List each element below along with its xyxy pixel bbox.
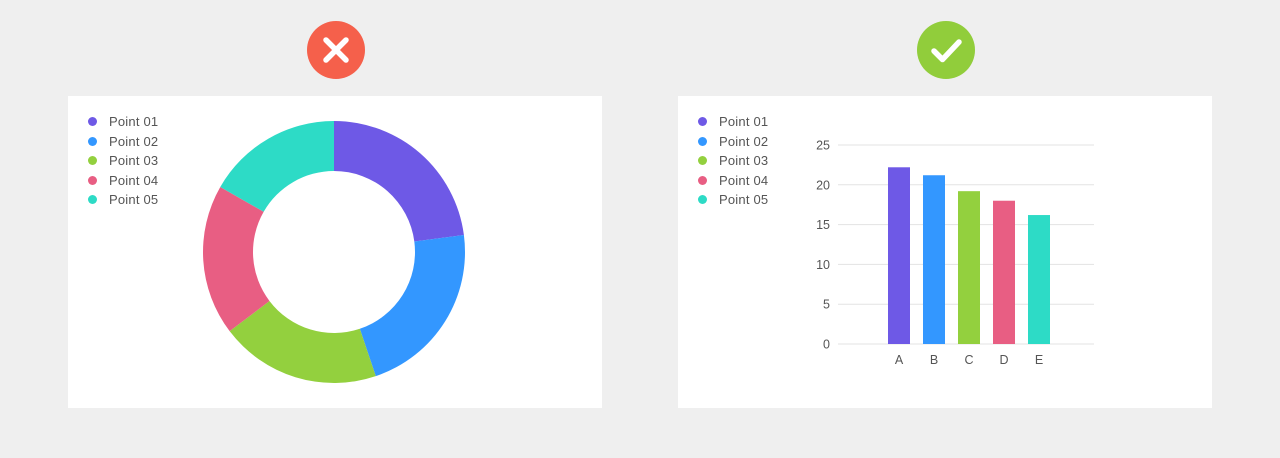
x-tick-label: E — [1035, 353, 1043, 367]
legend-label: Point 02 — [719, 133, 769, 149]
legend-dot — [88, 117, 97, 127]
legend-label: Point 04 — [109, 172, 159, 188]
legend-item: Point 03 — [698, 151, 768, 171]
bar — [923, 175, 945, 344]
y-tick-label: 25 — [816, 139, 830, 153]
legend-label: Point 01 — [109, 114, 159, 130]
legend-label: Point 02 — [109, 133, 159, 149]
x-icon — [307, 21, 365, 79]
x-tick-label: C — [964, 353, 973, 367]
y-tick-label: 5 — [823, 298, 830, 312]
bar-chart-card: Point 01 Point 02 Point 03 Point 04 Poin… — [678, 96, 1212, 408]
legend-dot — [698, 175, 707, 185]
donut-slice — [220, 121, 334, 212]
legend-label: Point 03 — [109, 153, 159, 169]
legend-label: Point 05 — [719, 192, 769, 208]
legend-item: Point 01 — [698, 112, 768, 132]
donut-slice — [229, 300, 376, 383]
legend-dot — [88, 175, 97, 185]
legend-item: Point 02 — [698, 132, 768, 152]
bar — [1028, 215, 1050, 344]
legend-dot — [698, 195, 707, 205]
bar-legend: Point 01 Point 02 Point 03 Point 04 Poin… — [698, 112, 768, 210]
legend-dot — [88, 195, 97, 205]
legend-dot — [698, 156, 707, 166]
donut-slice — [203, 186, 270, 332]
legend-dot — [698, 136, 707, 146]
bar — [993, 200, 1015, 344]
legend-label: Point 05 — [109, 192, 159, 208]
bar — [888, 167, 910, 344]
donut-chart-card: Point 01 Point 02 Point 03 Point 04 Poin… — [68, 96, 602, 408]
x-tick-label: B — [930, 353, 938, 367]
legend-label: Point 04 — [719, 172, 769, 188]
legend-dot — [698, 117, 707, 127]
y-tick-label: 15 — [816, 218, 830, 232]
donut-slice — [359, 235, 465, 377]
legend-label: Point 03 — [719, 153, 769, 169]
donut-slice — [334, 121, 464, 242]
legend-item: Point 04 — [698, 171, 768, 191]
x-tick-label: D — [999, 353, 1008, 367]
x-tick-label: A — [895, 353, 904, 367]
legend-item: Point 04 — [88, 171, 158, 191]
y-tick-label: 10 — [816, 258, 830, 272]
legend-item: Point 01 — [88, 112, 158, 132]
legend-item: Point 05 — [88, 190, 158, 210]
y-tick-label: 0 — [823, 338, 830, 352]
donut-chart — [203, 121, 465, 383]
legend-item: Point 03 — [88, 151, 158, 171]
donut-legend: Point 01 Point 02 Point 03 Point 04 Poin… — [88, 112, 158, 210]
check-icon — [917, 21, 975, 79]
legend-item: Point 05 — [698, 190, 768, 210]
bar-chart: 0 5 10 15 20 25 A B C D E — [816, 139, 1094, 367]
legend-dot — [88, 136, 97, 146]
legend-dot — [88, 156, 97, 166]
legend-item: Point 02 — [88, 132, 158, 152]
y-tick-label: 20 — [816, 178, 830, 192]
bar — [958, 191, 980, 344]
legend-label: Point 01 — [719, 114, 769, 130]
